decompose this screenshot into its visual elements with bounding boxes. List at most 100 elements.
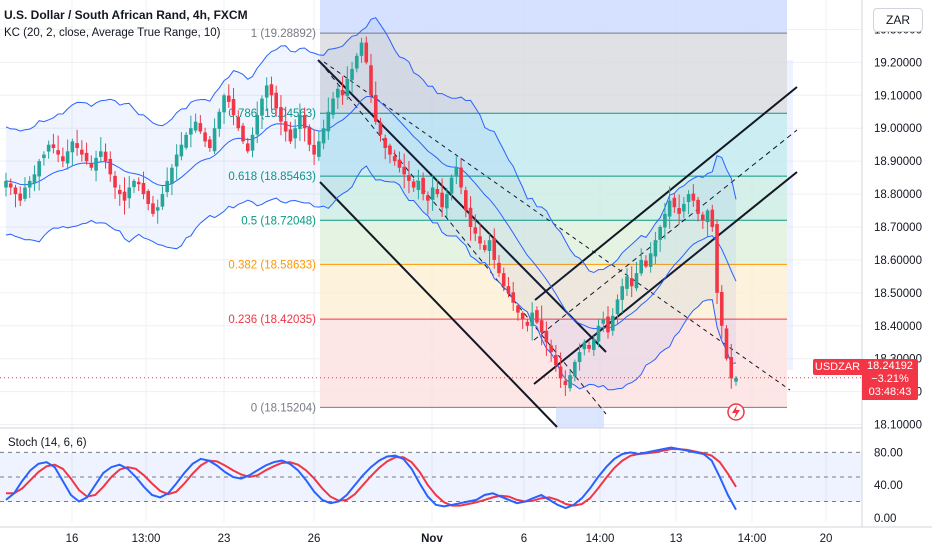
candle-body xyxy=(549,345,553,353)
candle-body xyxy=(629,278,634,287)
candle-body xyxy=(345,78,350,96)
candle-body xyxy=(350,68,354,80)
candle-body xyxy=(492,238,497,260)
stoch-tick-label: 40.00 xyxy=(874,480,903,492)
candle-body xyxy=(701,214,705,221)
candle-body xyxy=(454,167,459,176)
candle-body xyxy=(677,207,681,214)
candle-body xyxy=(321,128,326,144)
price-tick-label: 18.10000 xyxy=(874,420,922,432)
keltner-lower xyxy=(5,165,737,391)
candle-body xyxy=(397,159,402,168)
flash-icon-bolt xyxy=(732,405,740,419)
fib-level-label: 0.382 (18.58633) xyxy=(228,259,316,271)
candle-body xyxy=(573,361,577,377)
candle-body xyxy=(212,128,217,152)
candle-body xyxy=(250,134,255,151)
candle-body xyxy=(94,157,98,171)
candle-body xyxy=(663,213,667,228)
candle-body xyxy=(648,253,653,267)
candle-body xyxy=(65,151,70,164)
candle-body xyxy=(165,180,169,193)
last-price-symbol: USDZAR xyxy=(813,359,862,375)
candle-body xyxy=(610,315,615,331)
candle-body xyxy=(4,180,8,188)
candle-body xyxy=(563,380,568,386)
candle-body xyxy=(445,194,449,209)
candle-body xyxy=(520,312,525,320)
candle-body xyxy=(127,187,132,199)
candle-body xyxy=(696,199,700,214)
candle-body xyxy=(89,162,94,168)
indicator-legend[interactable]: KC (20, 2, close, Average True Range, 10… xyxy=(4,27,221,39)
candle-body xyxy=(421,177,425,195)
price-tick-label: 18.50000 xyxy=(874,288,922,300)
candle-body xyxy=(544,330,549,343)
channel-line xyxy=(533,129,798,341)
candle-body xyxy=(715,224,719,293)
candle-body xyxy=(42,154,46,159)
price-tick-label: 19.20000 xyxy=(874,57,922,69)
price-tick-label: 18.70000 xyxy=(874,222,922,234)
candle-body xyxy=(691,193,696,201)
time-tick-label: 16 xyxy=(66,533,79,545)
candle-body xyxy=(336,88,340,98)
time-tick-label: 23 xyxy=(218,533,231,545)
candle-body xyxy=(464,190,468,211)
candle-body xyxy=(539,320,544,333)
last-price-change: −3.21% xyxy=(871,373,909,385)
candle-body xyxy=(426,195,430,201)
candle-body xyxy=(193,121,198,131)
candle-body xyxy=(449,177,454,194)
stoch-legend[interactable]: Stoch (14, 6, 6) xyxy=(8,437,87,449)
candle-body xyxy=(373,94,378,122)
price-tick-label: 18.60000 xyxy=(874,255,922,267)
candle-body xyxy=(288,129,293,142)
candle-body xyxy=(84,152,89,162)
candle-body xyxy=(672,197,677,208)
stoch-k-line xyxy=(5,446,737,511)
candle-body xyxy=(606,316,610,333)
candle-body xyxy=(217,111,222,129)
candle-body xyxy=(435,188,440,195)
currency-button[interactable]: ZAR xyxy=(873,8,923,32)
candle-body xyxy=(620,286,625,300)
candle-body xyxy=(383,137,388,148)
candle-body xyxy=(511,292,516,303)
candle-body xyxy=(667,200,672,217)
time-tick-label: 13 xyxy=(670,533,683,545)
candle-body xyxy=(459,167,463,188)
candle-body xyxy=(189,128,193,135)
candle-body xyxy=(32,174,37,184)
candle-body xyxy=(388,145,392,155)
candle-body xyxy=(601,319,606,324)
symbol-title[interactable]: U.S. Dollar / South African Rand, 4h, FX… xyxy=(4,8,248,22)
fib-retracement: 1 (19.28892) 0.786 (19.04563) 0.618 (18.85… xyxy=(228,0,793,428)
keltner-upper xyxy=(5,17,737,274)
candle-body xyxy=(61,156,65,162)
candle-body xyxy=(184,134,188,148)
flash-icon xyxy=(727,403,745,421)
candle-body xyxy=(160,194,165,207)
candle-body xyxy=(478,236,482,244)
candle-body xyxy=(151,203,155,214)
candle-body xyxy=(141,182,146,195)
candle-body xyxy=(416,180,421,190)
candle-body xyxy=(615,299,620,315)
candle-body xyxy=(430,187,435,200)
last-price-values: 18.24192 −3.21% 03:48:43 xyxy=(862,359,918,400)
time-tick-label: 14:00 xyxy=(586,533,615,545)
candle-body xyxy=(103,151,108,162)
candle-body xyxy=(530,312,534,327)
candle-body xyxy=(468,207,473,227)
candle-body xyxy=(283,121,288,132)
candle-body xyxy=(231,99,236,116)
candle-body xyxy=(440,192,444,208)
candle-body xyxy=(269,84,274,96)
price-tick-label: 19.00000 xyxy=(874,123,922,135)
candle-body xyxy=(298,115,302,129)
candle-body xyxy=(658,227,662,240)
candlesticks xyxy=(4,36,738,396)
candle-body xyxy=(241,125,245,142)
